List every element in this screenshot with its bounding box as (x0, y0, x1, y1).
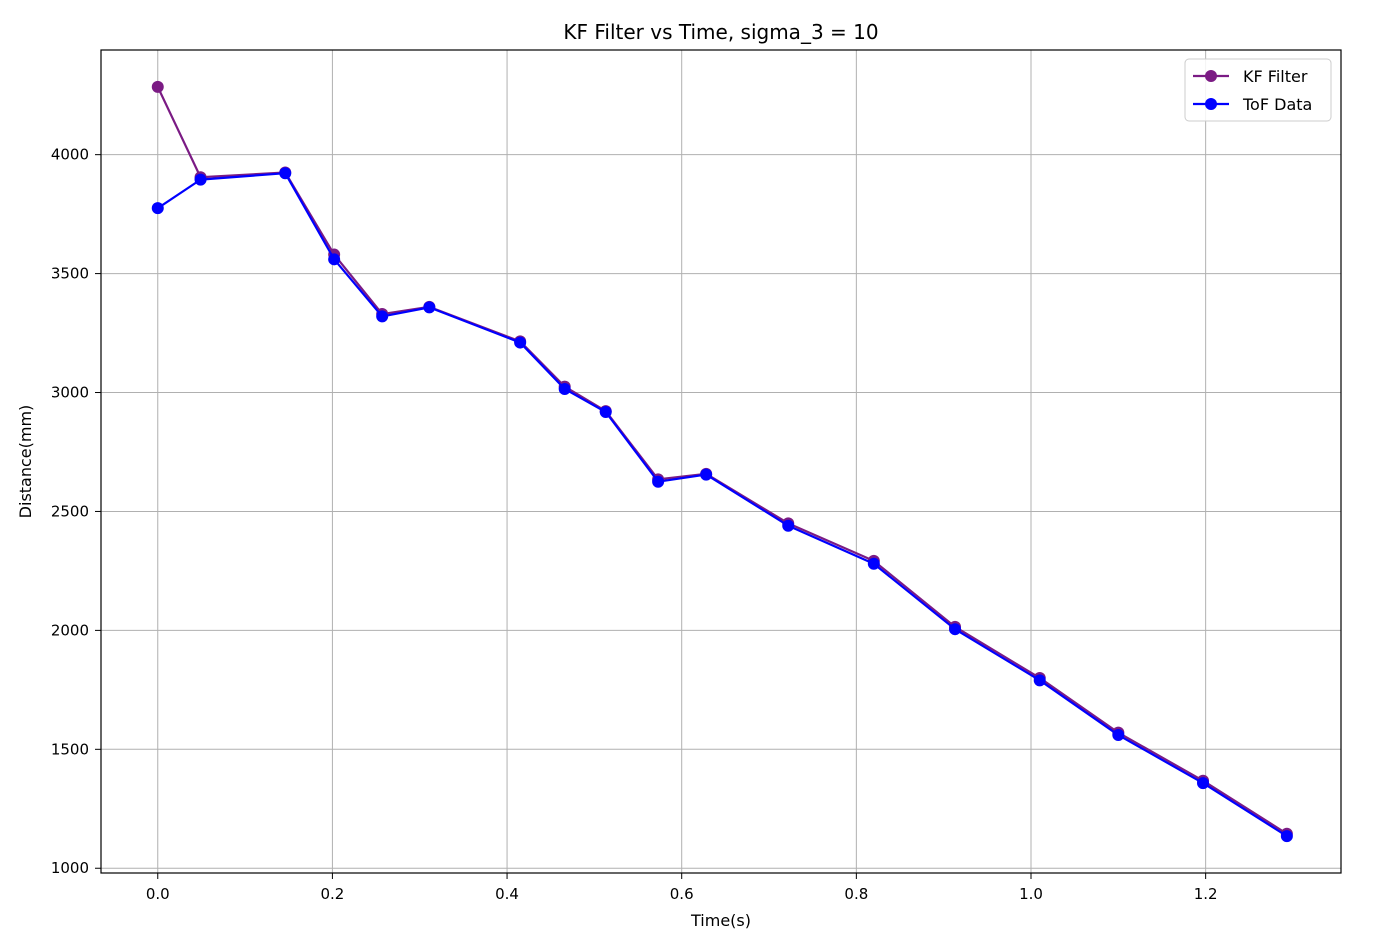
x-tick-label: 0.0 (146, 885, 170, 903)
legend-marker (1205, 70, 1217, 82)
legend-item: ToF Data (1193, 95, 1312, 114)
legend-box (1184, 58, 1332, 122)
series-line (157, 172, 1288, 838)
x-tick-label: 1.2 (1194, 885, 1218, 903)
data-point (194, 173, 207, 186)
data-point (279, 167, 292, 180)
y-tick-label: 1500 (51, 740, 89, 758)
x-tick-label: 0.2 (320, 885, 344, 903)
y-tick-label: 1000 (51, 859, 89, 877)
series-tof-data (151, 167, 1293, 843)
x-tick-label: 1.0 (1019, 885, 1043, 903)
data-point (514, 336, 527, 349)
axis-ticks: 0.0 0.2 0.4 0.6 0.8 1.0 1.2 1000 1500 2000 2500 300… (51, 146, 1218, 903)
y-tick-label: 4000 (51, 146, 89, 164)
y-tick-label: 3500 (51, 265, 89, 283)
legend-marker (1205, 98, 1217, 110)
legend-label: KF Filter (1243, 67, 1308, 86)
legend-item: KF Filter (1193, 67, 1308, 86)
data-point (700, 468, 713, 481)
y-axis-label: Distance(mm) (16, 405, 35, 519)
data-point (599, 406, 612, 419)
grid (101, 50, 1341, 873)
data-point (1112, 729, 1125, 742)
legend: KF Filter ToF Data (1184, 58, 1332, 122)
plot-frame (100, 49, 1342, 874)
data-point (376, 310, 389, 323)
data-point (652, 475, 665, 488)
data-point (328, 253, 341, 266)
x-tick-label: 0.8 (844, 885, 868, 903)
y-tick-label: 3000 (51, 384, 89, 402)
x-axis-label: Time(s) (690, 911, 751, 930)
data-point (423, 301, 436, 314)
chart-title: KF Filter vs Time, sigma_3 = 10 (563, 20, 878, 44)
y-tick-label: 2500 (51, 502, 89, 520)
legend-label: ToF Data (1242, 95, 1312, 114)
data-point (1197, 777, 1210, 790)
data-point (1033, 674, 1046, 687)
data-point (151, 80, 164, 93)
series-layer (151, 80, 1293, 843)
data-point (151, 202, 164, 215)
y-tick-label: 2000 (51, 621, 89, 639)
data-point (949, 623, 962, 636)
x-tick-label: 0.6 (670, 885, 694, 903)
data-point (558, 382, 571, 395)
data-point (867, 557, 880, 570)
data-point (1280, 830, 1293, 843)
data-point (782, 519, 795, 532)
x-tick-label: 0.4 (495, 885, 519, 903)
